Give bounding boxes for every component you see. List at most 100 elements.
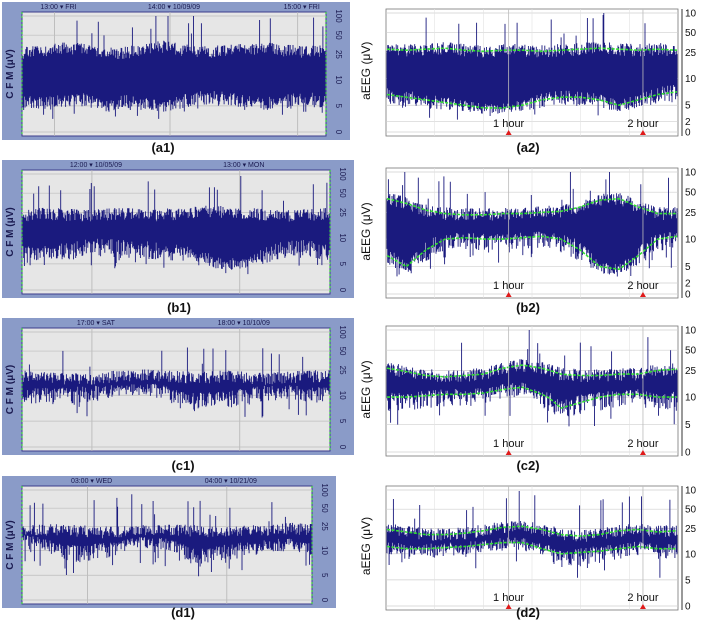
y-tick-label: 10 [685,549,696,560]
panel-label: (b1) [167,300,191,315]
eeg-trace [22,176,330,275]
y-axis-label-text: aEEG (μV) [359,202,373,260]
envelope-upper [386,47,678,53]
y-axis-label: C F M (μV) [5,49,16,98]
y-tick-label: 50 [338,189,347,198]
panel-label: (c2) [516,458,540,473]
panel-label: (d1) [171,605,195,620]
y-tick-label: 0 [685,290,691,301]
chart-svg-b2: 100 50 25 10 5 20 1 hour 2 hour [385,168,702,301]
envelope-lower [386,91,678,109]
y-axis-label: aEEG (μV) [356,355,376,424]
time-marker-label: 17:00 ▾ SAT [77,320,116,327]
y-tick-label: 5 [334,104,343,109]
y-tick-label: 50 [334,31,343,40]
chart-svg-b1: 12:00 ▾ 10/05/09 13:00 ▾ MON10050251050C … [2,160,354,298]
hour-marker-label: 1 hour [493,438,525,450]
hour-marker-label: 2 hour [627,438,659,450]
chart-svg-a2: 100 50 25 10 5 20 1 hour 2 hour [385,9,702,139]
y-tick-label: 5 [338,419,347,424]
y-tick-label: 5 [685,420,691,431]
y-tick-label: 10 [685,235,696,246]
y-axis-label-text: aEEG (μV) [359,517,373,575]
hour-marker-label: 1 hour [493,118,525,130]
y-tick-label: 100 [685,326,696,337]
panel-label: (d2) [516,605,540,620]
eeg-trace [22,347,330,418]
eeg-trace [22,494,312,577]
time-marker-label: 15:00 ▾ FRI [284,4,320,11]
y-tick-label: 5 [320,573,329,578]
y-tick-label: 2 [685,279,691,290]
envelope-lower [386,541,677,555]
panel-label: (a2) [516,140,540,155]
panel-label: (a1) [151,140,175,155]
y-tick-label: 25 [334,50,343,59]
y-tick-label: 0 [685,128,691,139]
envelope-upper [386,197,677,216]
y-tick-label: 2 [685,117,691,128]
y-tick-label: 25 [685,208,696,219]
y-tick-label: 0 [338,288,347,293]
envelope-lower [387,386,677,409]
y-axis-label: aEEG (μV) [356,513,376,579]
chart-panel-a1: 13:00 ▾ FRI 14:00 ▾ 10/09/09 15:00 ▾ FRI 10… [2,2,350,145]
time-marker-label: 13:00 ▾ FRI [40,4,76,11]
y-tick-label: 0 [334,130,343,135]
time-marker-label: 12:00 ▾ 10/05/09 [70,162,122,169]
y-tick-label: 25 [685,48,696,59]
y-tick-label: 100 [334,9,343,23]
y-tick-label: 25 [320,522,329,531]
y-tick-label: 100 [320,483,329,497]
panel-label: (c1) [171,458,195,473]
y-tick-label: 25 [338,366,347,375]
chart-panel-b1: 12:00 ▾ 10/05/09 13:00 ▾ MON 100 50 25 10 5 0 C … [2,160,354,303]
time-marker-label: 03:00 ▾ WED [71,478,112,485]
y-tick-label: 0 [338,445,347,450]
hour-marker-icon [505,450,512,455]
y-tick-label: 50 [685,505,696,516]
hour-marker-icon [505,130,512,135]
y-tick-label: 10 [685,393,696,404]
y-tick-label: 0 [320,598,329,603]
y-tick-label: 50 [320,504,329,513]
y-tick-label: 5 [685,575,691,586]
y-tick-label: 5 [338,262,347,267]
chart-panel-c1: 17:00 ▾ SAT 18:00 ▾ 10/10/09 100 50 25 10 5 0 C … [2,318,354,460]
chart-panel-b2: 100 50 25 10 5 20 1 hour 2 hour [378,162,702,305]
time-marker-label: 18:00 ▾ 10/10/09 [218,320,270,327]
y-tick-label: 5 [685,101,691,112]
y-tick-label: 100 [338,325,347,339]
y-tick-label: 100 [685,486,696,497]
y-tick-label: 100 [685,9,696,20]
y-tick-label: 100 [338,167,347,181]
y-tick-label: 5 [685,262,691,273]
hour-marker-icon [639,450,646,455]
chart-svg-a1: 13:00 ▾ FRI 14:00 ▾ 10/09/09 15:00 ▾ FRI 10… [2,2,350,140]
hour-marker-icon [639,130,646,135]
hour-marker-label: 2 hour [627,280,659,292]
time-marker-label: 14:00 ▾ 10/09/09 [148,4,200,11]
time-marker-label: 04:00 ▾ 10/21/09 [205,478,257,485]
eeg-trace [386,172,678,277]
y-tick-label: 10 [320,546,329,555]
y-tick-label: 10 [338,391,347,400]
y-tick-label: 50 [685,188,696,199]
y-tick-label: 10 [685,74,696,85]
envelope-upper [386,525,678,537]
y-axis-label: aEEG (μV) [356,37,376,105]
y-axis-label: C F M (μV) [5,207,16,256]
eeg-trace [22,16,326,119]
eeg-trace [386,491,678,578]
panel-label: (b2) [516,300,540,315]
chart-svg-c1: 17:00 ▾ SAT 18:00 ▾ 10/10/0910050251050C … [2,318,354,455]
chart-svg-d1: 03:00 ▾ WED 04:00 ▾ 10/21/0910050251050C … [2,476,336,608]
eeg-trace [386,330,678,427]
y-tick-label: 0 [685,602,691,613]
hour-marker-label: 1 hour [493,592,525,604]
hour-marker-icon [505,604,512,609]
envelope-upper [386,364,678,378]
